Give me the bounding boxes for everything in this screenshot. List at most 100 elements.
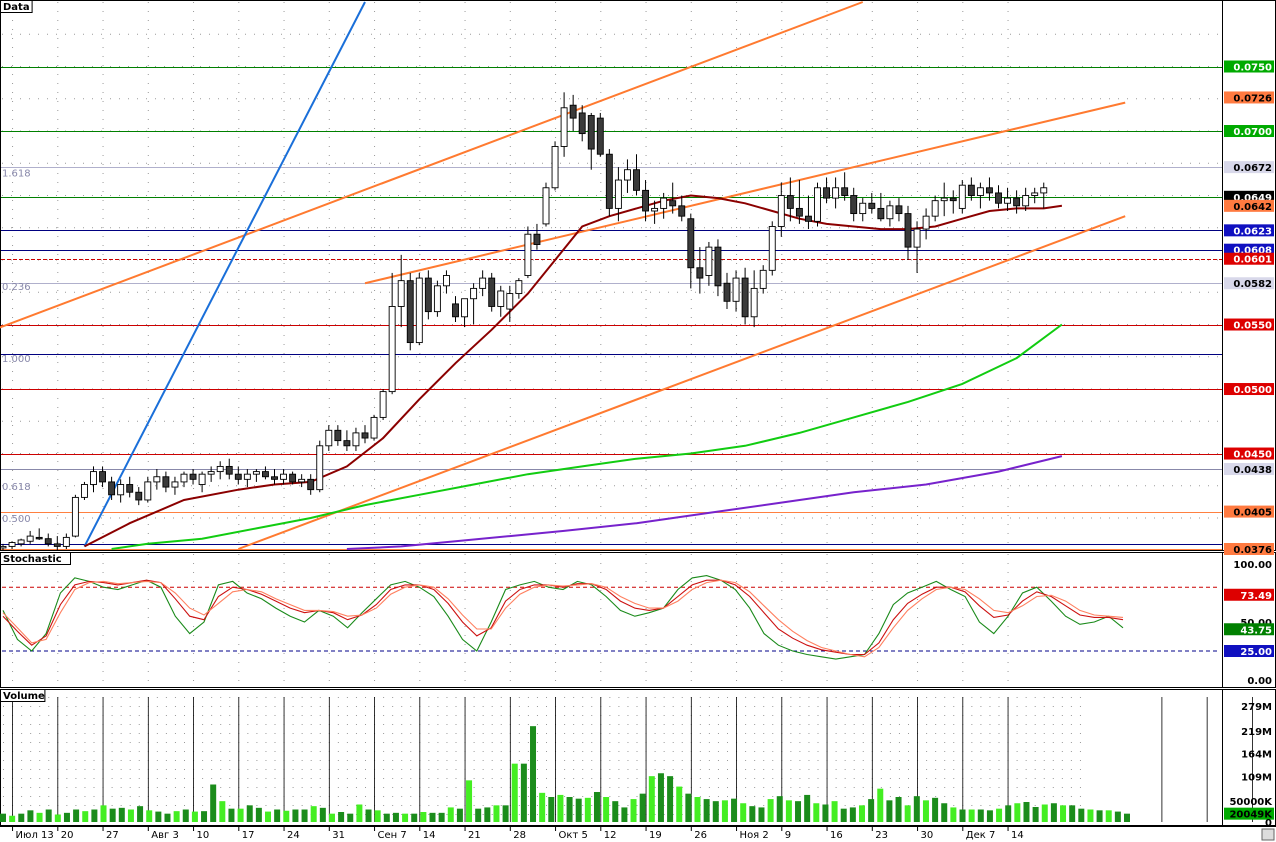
volume-bar bbox=[1032, 807, 1039, 822]
candle-body bbox=[823, 187, 830, 199]
x-axis-label: 16 bbox=[830, 830, 843, 841]
price-axis-label: 0.0582 bbox=[1233, 279, 1272, 290]
volume-bar bbox=[776, 796, 783, 822]
volume-bar bbox=[1114, 811, 1121, 822]
price-axis-tag bbox=[1224, 91, 1274, 104]
volume-bar bbox=[484, 807, 491, 822]
volume-bar bbox=[228, 808, 235, 822]
price-axis-label: 0.0700 bbox=[1233, 127, 1272, 138]
volume-bar bbox=[466, 780, 473, 822]
price-axis-label: 0.0550 bbox=[1233, 321, 1272, 332]
candle-body bbox=[352, 432, 360, 447]
volume-bar bbox=[1041, 804, 1048, 822]
volume-bar bbox=[593, 792, 600, 822]
volume-bar bbox=[539, 792, 546, 822]
volume-bar bbox=[895, 797, 902, 822]
volume-bar bbox=[182, 809, 189, 822]
candle-body bbox=[135, 491, 143, 501]
candle-body bbox=[280, 473, 287, 480]
price-axis-label: 0.0623 bbox=[1233, 226, 1272, 237]
price-axis-label: 0.0376 bbox=[1233, 545, 1272, 556]
stochastic-axis-tag bbox=[1224, 623, 1274, 636]
candle-body bbox=[542, 187, 550, 225]
price-axis-tag bbox=[1224, 383, 1274, 396]
x-axis-label: 28 bbox=[513, 830, 526, 841]
volume-bar bbox=[886, 800, 893, 822]
volume-bar bbox=[1078, 808, 1085, 822]
volume-bar bbox=[822, 804, 829, 822]
price-axis-tag bbox=[1224, 463, 1274, 476]
x-axis-label: 24 bbox=[287, 830, 300, 841]
volume-bar bbox=[749, 806, 756, 822]
volume-bar bbox=[493, 805, 500, 822]
candle-body bbox=[587, 115, 595, 150]
volume-bar bbox=[767, 799, 774, 822]
stochastic-axis-label: 25.00 bbox=[1240, 647, 1272, 658]
candle-body bbox=[343, 440, 351, 447]
x-axis-label: 9 bbox=[785, 830, 791, 841]
candle-body bbox=[633, 169, 640, 191]
volume-axis-label: 109M bbox=[1241, 773, 1272, 784]
fib-level-label: 0.618 bbox=[2, 482, 31, 493]
volume-bar bbox=[100, 805, 107, 822]
candle-body bbox=[1013, 197, 1021, 207]
candle-body bbox=[216, 465, 224, 473]
volume-bar bbox=[54, 814, 61, 822]
candle-body bbox=[108, 481, 116, 496]
candle-body bbox=[777, 195, 785, 227]
volume-bar bbox=[319, 807, 326, 822]
candle-body bbox=[433, 285, 441, 313]
x-axis-label: 26 bbox=[694, 830, 707, 841]
candle-body bbox=[415, 277, 423, 344]
x-axis-label: 14 bbox=[423, 830, 436, 841]
price-axis-tag bbox=[1224, 161, 1274, 174]
stochastic-axis-label: 100.00 bbox=[1233, 560, 1272, 571]
x-axis-label: 14 bbox=[1011, 830, 1024, 841]
x-axis-label: 10 bbox=[197, 830, 210, 841]
volume-bar bbox=[91, 809, 98, 822]
volume-bar bbox=[703, 799, 710, 822]
candle-body bbox=[361, 432, 369, 439]
candle-body bbox=[515, 280, 523, 295]
candle-body bbox=[533, 233, 541, 245]
volume-bar bbox=[155, 811, 162, 822]
volume-bar bbox=[1050, 803, 1057, 822]
candle-body bbox=[678, 205, 686, 217]
candle-body bbox=[252, 471, 260, 475]
trend-line bbox=[83, 1, 366, 547]
candle-body bbox=[1004, 197, 1011, 204]
volume-bar bbox=[941, 803, 948, 822]
price-axis-tag bbox=[1224, 125, 1274, 138]
volume-bar bbox=[219, 801, 226, 822]
x-axis-label: Сен 7 bbox=[378, 830, 407, 841]
candle-body bbox=[578, 112, 586, 135]
stochastic-line bbox=[2, 579, 1124, 658]
volume-bar bbox=[1023, 802, 1030, 822]
candle-body bbox=[759, 269, 767, 289]
volume-bar bbox=[1105, 810, 1112, 822]
moving-average-line bbox=[111, 323, 1063, 550]
volume-bar bbox=[868, 799, 875, 822]
volume-bar bbox=[584, 797, 591, 822]
candle-body bbox=[750, 287, 758, 318]
volume-panel-title: Volume bbox=[3, 691, 45, 702]
price-axis-label: 0.0649 bbox=[1233, 193, 1272, 204]
volume-bar bbox=[137, 806, 144, 822]
stochastic-line bbox=[2, 579, 1124, 656]
volume-bar bbox=[694, 797, 701, 822]
candle-body bbox=[26, 535, 34, 542]
candle-body bbox=[17, 539, 25, 545]
volume-bar bbox=[347, 813, 354, 822]
volume-bar bbox=[959, 809, 966, 822]
volume-bar bbox=[237, 808, 244, 822]
volume-bar bbox=[785, 800, 792, 822]
x-axis-strip bbox=[0, 826, 1276, 842]
volume-bar bbox=[685, 793, 692, 822]
volume-bar bbox=[164, 813, 171, 822]
volume-bar bbox=[858, 805, 865, 822]
volume-bar bbox=[932, 797, 939, 822]
volume-bar bbox=[0, 813, 6, 822]
price-axis-label: 0.0450 bbox=[1233, 450, 1272, 461]
candle-body bbox=[53, 543, 61, 547]
